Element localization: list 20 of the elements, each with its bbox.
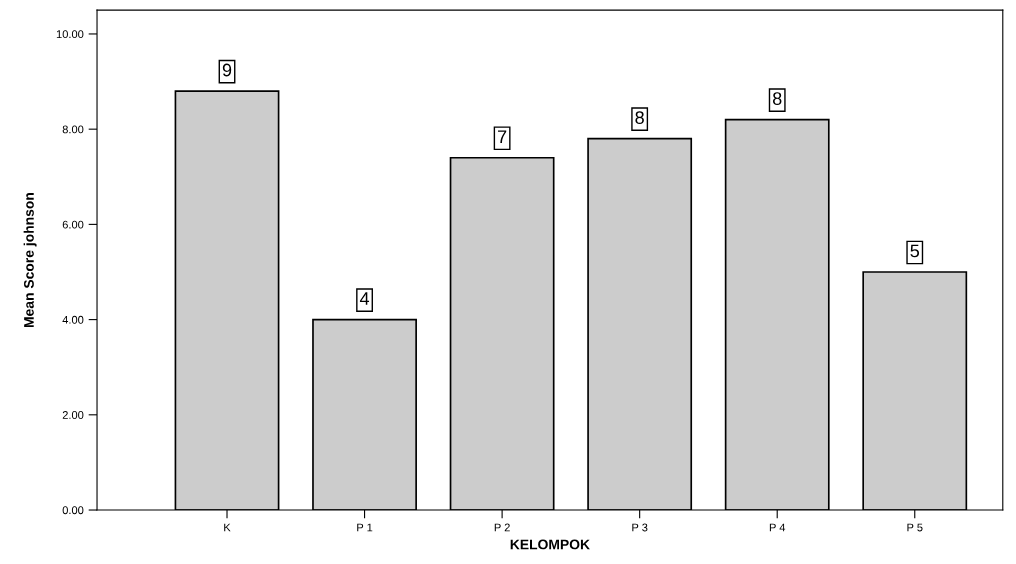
data-label: 5 — [910, 244, 920, 258]
data-label: 9 — [222, 63, 232, 77]
x-tick-label: P 5 — [907, 523, 923, 532]
data-label: 8 — [772, 92, 782, 105]
y-tick-label: 0.00 — [62, 506, 84, 515]
x-tick-label: P 1 — [357, 523, 373, 532]
y-tick-label: 6.00 — [62, 220, 84, 229]
x-tick-label: P 3 — [632, 523, 648, 532]
y-tick-label: 10.00 — [56, 30, 84, 39]
x-tick-label: P 4 — [769, 523, 786, 532]
x-tick-label: K — [224, 523, 231, 532]
y-tick-label: 4.00 — [62, 315, 84, 324]
x-axis-title: KELOMPOK — [510, 539, 590, 550]
x-tick-label: P 2 — [494, 523, 510, 532]
data-label: 4 — [359, 292, 370, 305]
y-axis-title: Mean Score johnson — [23, 193, 37, 328]
data-label: 7 — [498, 130, 507, 143]
data-label: 8 — [635, 111, 644, 125]
y-tick-label: 8.00 — [62, 125, 84, 134]
y-tick-label: 2.00 — [62, 411, 84, 419]
